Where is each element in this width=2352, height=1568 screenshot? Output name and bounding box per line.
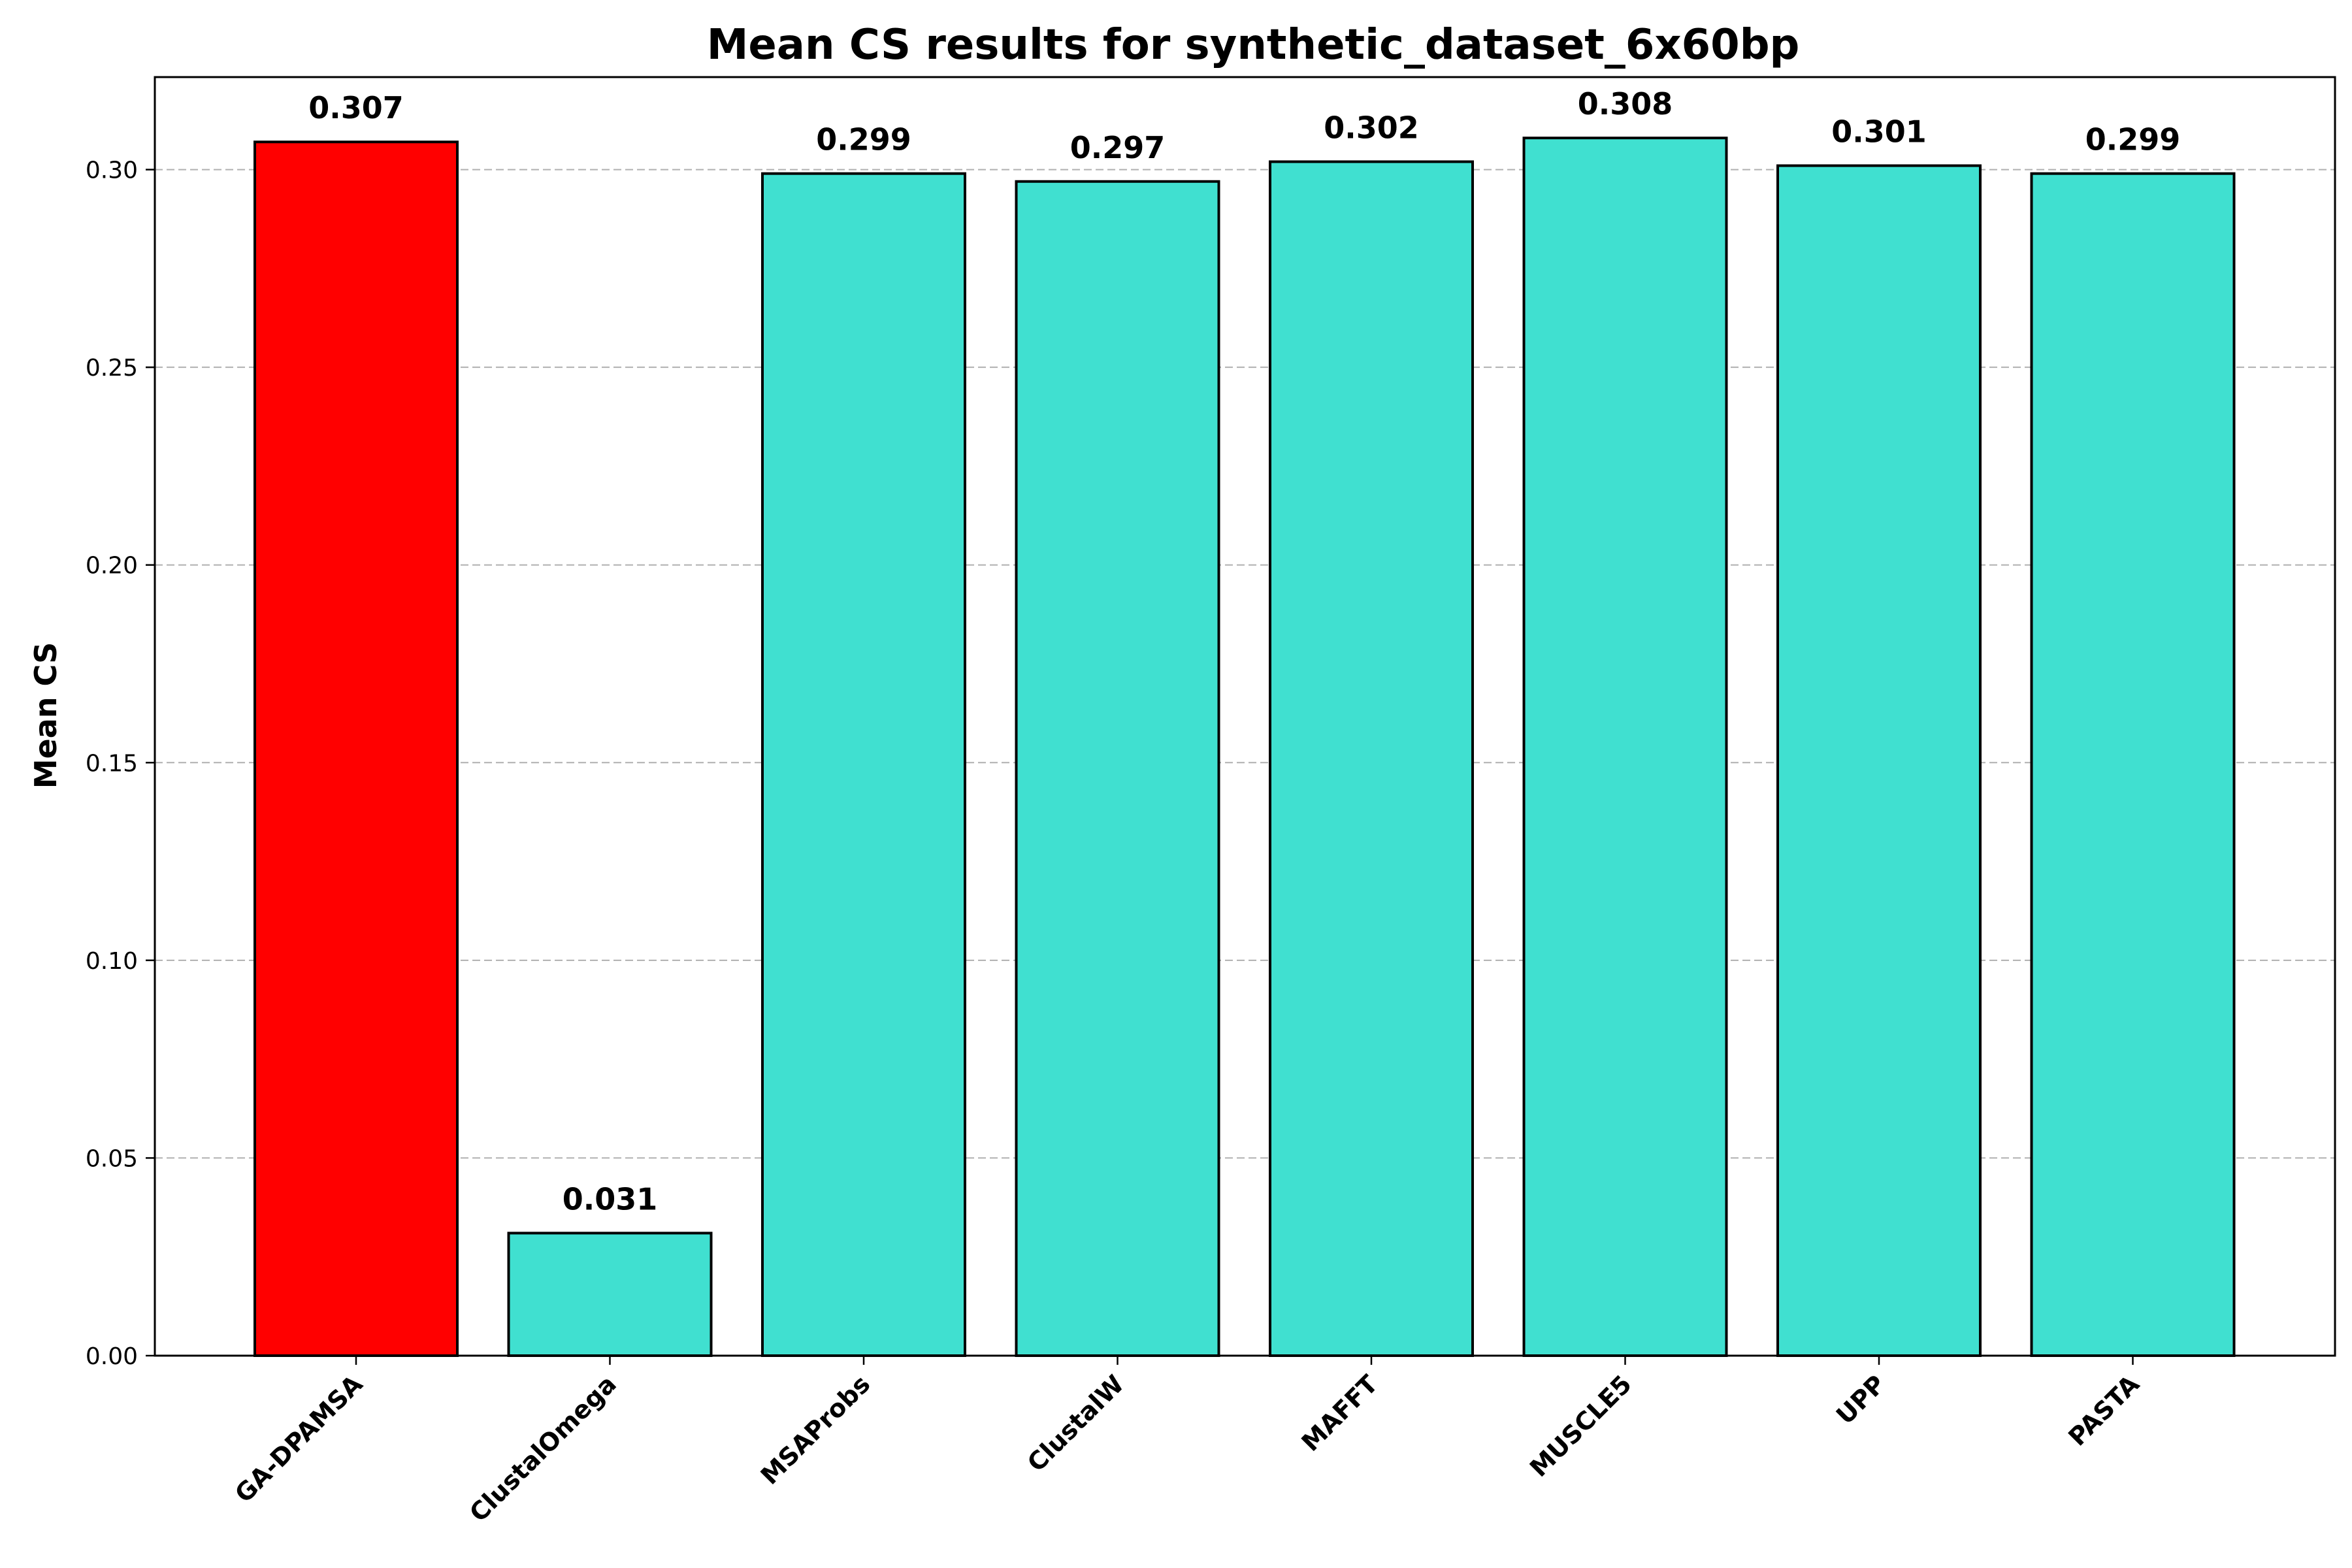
y-tick-label: 0.25 [86, 355, 138, 382]
bar-value-label: 0.301 [1831, 114, 1927, 150]
x-tick-label: ClustalOmega [464, 1369, 622, 1527]
chart-title: Mean CS results for synthetic_dataset_6x… [707, 21, 1800, 69]
x-tick-label: UPP [1831, 1369, 1891, 1429]
x-tick-label: GA-DPAMSA [229, 1369, 368, 1509]
bar-value-label: 0.031 [563, 1181, 658, 1217]
bar [2030, 172, 2236, 1357]
bar-value-label: 0.297 [1070, 130, 1166, 165]
bar-value-label: 0.299 [2085, 122, 2181, 157]
x-tick-label: MUSCLE5 [1524, 1369, 1637, 1482]
y-tick-label: 0.30 [86, 157, 138, 184]
x-tick-label: PASTA [2063, 1369, 2145, 1452]
plot-frame [154, 76, 2336, 1357]
bar-value-label: 0.302 [1324, 110, 1419, 145]
bar [1776, 164, 1982, 1357]
bar [253, 140, 459, 1357]
y-tick-label: 0.10 [86, 948, 138, 975]
y-tick-label: 0.00 [86, 1343, 138, 1370]
bar-value-label: 0.308 [1578, 86, 1673, 122]
x-tick-label: ClustalW [1022, 1369, 1130, 1477]
y-axis-ticks: 0.00 0.05 0.10 0.15 0.20 0.25 0.30 [86, 157, 155, 1370]
x-axis-ticks: GA-DPAMSA ClustalOmega MSAProbs ClustalW MAF… [229, 1356, 2145, 1527]
y-tick-label: 0.15 [86, 750, 138, 777]
grid-lines [155, 169, 2335, 1159]
bars [253, 137, 2236, 1358]
y-tick-label: 0.20 [86, 553, 138, 580]
bar-value-label: 0.299 [816, 122, 911, 157]
bar [1015, 180, 1220, 1357]
bar-value-labels: 0.307 0.031 0.299 0.297 0.302 0.308 0.301 0.299 [308, 86, 2180, 1217]
x-tick-label: MSAProbs [755, 1369, 876, 1490]
bar [507, 1232, 713, 1358]
bar [1522, 137, 1728, 1358]
bar-value-label: 0.307 [308, 90, 404, 125]
y-axis-label: Mean CS [28, 642, 63, 789]
bar [1269, 160, 1474, 1358]
y-tick-label: 0.05 [86, 1145, 138, 1172]
bar [761, 172, 966, 1357]
x-tick-label: MAFFT [1296, 1369, 1384, 1457]
